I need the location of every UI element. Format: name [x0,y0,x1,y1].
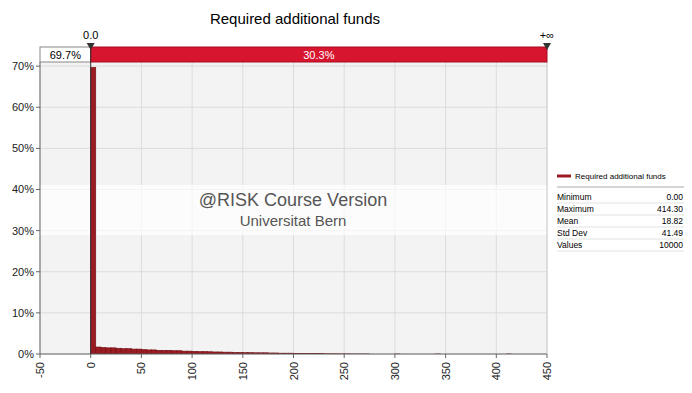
bar [146,350,151,354]
stat-label: Mean [557,216,579,226]
stat-label: Minimum [557,192,591,202]
watermark: @RISK Course Version [199,190,387,210]
watermark: Universitat Bern [240,212,347,229]
bar [111,348,116,354]
bar [116,348,121,354]
grid-line [547,62,548,354]
tick-label: 100 [186,362,198,380]
tick [36,230,40,231]
stat-value: 414.30 [657,204,683,214]
tick [192,354,193,358]
delimiter-right [91,47,547,62]
tick [36,354,40,355]
delimiter-label: +∞ [540,29,554,41]
tick-label: 60% [12,101,34,113]
legend-swatch [557,175,571,178]
delimiter-line [90,43,91,354]
bar [126,349,131,354]
stat-value: 0.00 [666,192,683,202]
bar [157,350,162,354]
tick-label: 10% [12,307,34,319]
stat-separator [557,251,684,252]
tick [547,354,548,358]
tick-label: 70% [12,60,34,72]
bar [152,350,157,354]
tick-label: 50% [12,142,34,154]
stat-label: Maximum [557,204,594,214]
tick [90,354,91,358]
tick [36,107,40,108]
tick-label: 30% [12,225,34,237]
tick [242,354,243,358]
title: Required additional funds [210,10,380,27]
bar [121,349,126,354]
tick-label: 150 [237,362,249,380]
tick-label: 350 [440,362,452,380]
stat-label: Values [557,240,582,250]
chart: Required additional funds @RISK Course Ve… [0,0,692,393]
tick-label: 50 [135,362,147,374]
bar [162,350,167,354]
tick-label: 20% [12,266,34,278]
bar [101,347,106,354]
tick [36,148,40,149]
frame [547,62,548,354]
legend-label: Required additional funds [575,172,666,181]
bars [91,67,512,354]
grid-line [40,271,547,272]
bar [91,67,96,354]
tick-label: 200 [288,362,300,380]
tick [394,354,395,358]
tick [40,354,41,358]
tick-label: 400 [490,362,502,380]
delimiter-percent: 30.3% [303,49,334,61]
stat-label: Std Dev [557,228,588,238]
y-axis [40,62,41,354]
tick-label: -50 [34,362,46,378]
tick [141,354,142,358]
tick [36,312,40,313]
tick [36,189,40,190]
bar [141,349,146,354]
grid-line [40,148,547,149]
grid-line [40,62,41,354]
legend-separator [557,187,684,188]
bar [167,350,172,354]
tick [36,271,40,272]
bar [131,349,136,354]
tick-label: 0 [85,362,97,368]
tick-label: 40% [12,183,34,195]
grid-line [40,66,547,67]
tick-label: 300 [389,362,401,380]
tick-label: 0% [18,348,34,360]
tick [36,66,40,67]
delimiter-left [40,47,91,62]
delimiter-percent: 69.7% [50,49,81,61]
tick [445,354,446,358]
watermark-band [40,185,547,235]
tick-label: 450 [541,362,553,380]
tick [293,354,294,358]
bar [106,348,111,354]
grid-line [40,312,547,313]
bar [96,347,101,354]
delimiter-label: 0.0 [83,29,98,41]
bar [136,349,141,354]
delimiter-marker [543,43,551,50]
stat-value: 18.82 [662,216,684,226]
stat-value: 10000 [659,240,683,250]
tick [496,354,497,358]
tick [344,354,345,358]
stat-value: 41.49 [662,228,684,238]
plot-area [40,62,547,354]
tick-label: 250 [338,362,350,380]
grid-line [40,107,547,108]
